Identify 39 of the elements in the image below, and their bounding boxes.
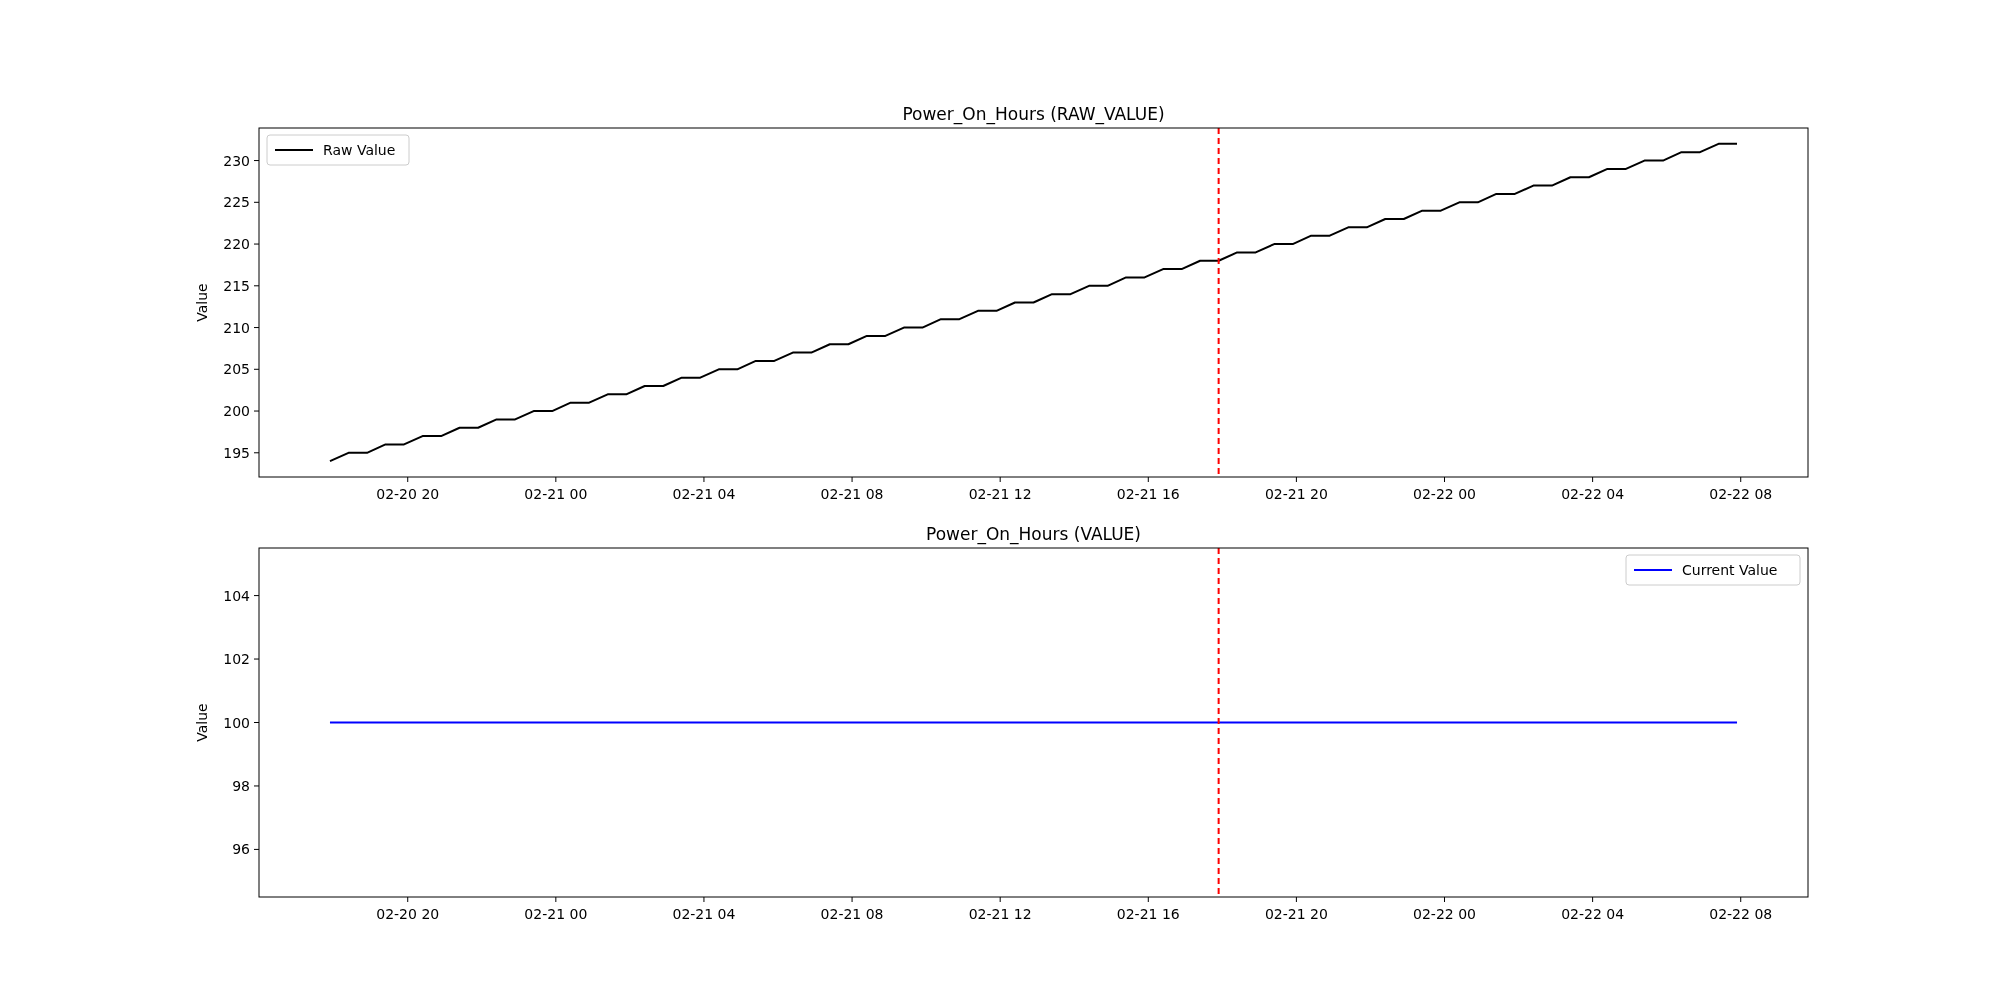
x-tick-label: 02-21 12 <box>968 906 1032 922</box>
y-tick-label: 102 <box>223 651 250 668</box>
y-tick-label: 195 <box>223 444 250 461</box>
x-tick-label: 02-21 08 <box>820 486 884 502</box>
y-axis-title: Value <box>194 703 210 742</box>
y-axis-title: Value <box>194 283 210 322</box>
x-tick-label: 02-20 20 <box>376 906 440 922</box>
y-tick-label: 96 <box>232 841 251 858</box>
legend-label: Current Value <box>1682 562 1778 578</box>
x-tick-label: 02-21 04 <box>672 906 736 922</box>
x-tick-label: 02-21 20 <box>1264 486 1328 502</box>
x-tick-label: 02-22 04 <box>1561 906 1625 922</box>
x-tick-label: 02-21 04 <box>672 486 736 502</box>
x-tick-label: 02-22 04 <box>1561 486 1625 502</box>
y-tick-label: 230 <box>223 152 250 169</box>
x-tick-label: 02-22 00 <box>1413 906 1476 922</box>
x-tick-label: 02-21 00 <box>524 906 588 922</box>
x-tick-label: 02-21 20 <box>1264 906 1328 922</box>
x-tick-label: 02-21 00 <box>524 486 588 502</box>
chart-title: Power_On_Hours (RAW_VALUE) <box>902 104 1165 125</box>
y-tick-label: 215 <box>223 277 250 294</box>
y-tick-label: 98 <box>232 777 250 794</box>
y-tick-label: 200 <box>223 403 250 420</box>
x-tick-label: 02-21 16 <box>1116 486 1180 502</box>
chart-title: Power_On_Hours (VALUE) <box>925 524 1142 545</box>
y-tick-label: 220 <box>223 236 250 253</box>
legend-label: Raw Value <box>323 142 396 158</box>
x-tick-label: 02-20 20 <box>376 486 440 502</box>
y-tick-label: 225 <box>223 194 250 211</box>
y-tick-label: 210 <box>223 319 250 336</box>
y-tick-label: 205 <box>223 361 250 378</box>
x-tick-label: 02-21 08 <box>820 906 884 922</box>
y-tick-label: 104 <box>223 587 251 604</box>
x-tick-label: 02-22 00 <box>1413 486 1476 502</box>
x-tick-label: 02-21 16 <box>1116 906 1180 922</box>
x-tick-label: 02-21 12 <box>968 486 1032 502</box>
x-tick-label: 02-22 08 <box>1709 906 1773 922</box>
y-tick-label: 100 <box>223 714 250 731</box>
x-tick-label: 02-22 08 <box>1709 486 1773 502</box>
